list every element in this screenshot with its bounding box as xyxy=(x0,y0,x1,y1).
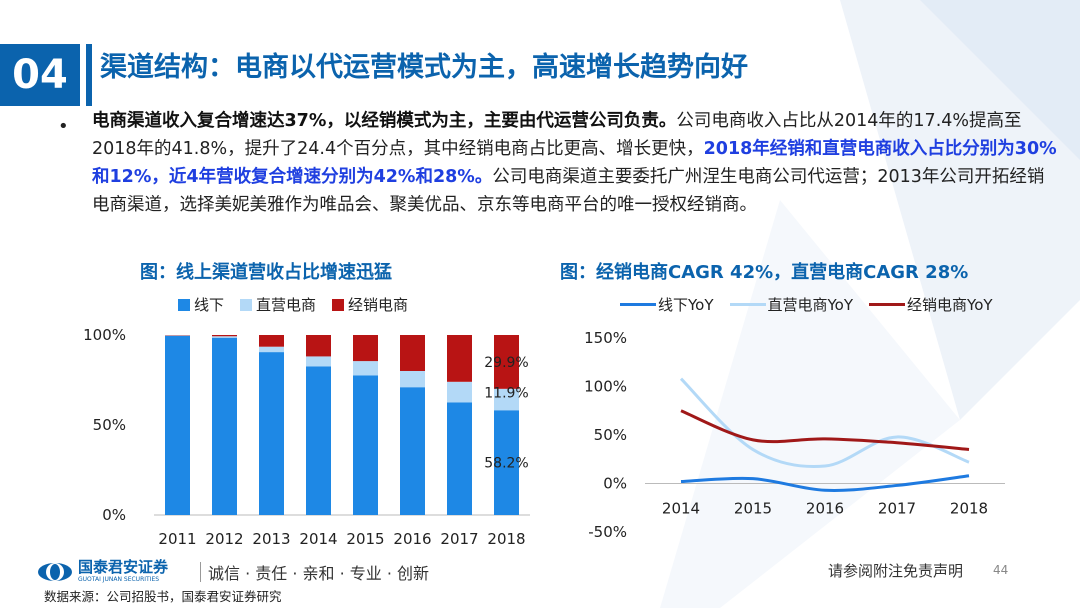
legend-item-offline-yoy: 线下YoY xyxy=(620,294,714,315)
y-tick-label: 100% xyxy=(83,326,126,344)
bar-segment-dist-ecom xyxy=(400,335,425,371)
legend-item-direct-ecom: 直营电商 xyxy=(240,294,316,315)
bar-segment-direct-ecom xyxy=(400,371,425,388)
bar-segment-direct-ecom xyxy=(353,361,378,376)
bar-segment-dist-ecom xyxy=(353,335,378,362)
left-chart-legend: 线下 直营电商 经销电商 xyxy=(178,294,424,315)
para-text-2: 公司电商渠道主要委托广州涅生电商公司代运营；2013年公司开拓经销电商渠道，选择… xyxy=(92,167,1045,215)
legend-item-direct-yoy: 直营电商YoY xyxy=(729,294,854,315)
x-tick-label: 2018 xyxy=(487,530,525,548)
legend-label: 线下YoY xyxy=(658,296,714,314)
stacked-bar-chart: 0% 50% 100% 2011 2012 2013 2014 2015 2016 2017 201… xyxy=(83,326,530,548)
legend-item-offline: 线下 xyxy=(178,294,224,315)
bar-segment-offline xyxy=(400,387,425,515)
bar-data-label: 29.9% xyxy=(484,355,528,371)
x-tick-label: 2014 xyxy=(299,530,337,548)
y-tick-label: 50% xyxy=(594,426,627,444)
x-tick-label: 2018 xyxy=(950,500,988,518)
bullet-marker: • xyxy=(58,116,69,137)
bar-segment-offline xyxy=(353,375,378,515)
x-tick-label: 2016 xyxy=(393,530,431,548)
legend-label: 直营电商YoY xyxy=(767,296,854,314)
bar-segment-direct-ecom xyxy=(447,381,472,403)
x-tick-label: 2017 xyxy=(440,530,478,548)
para-bold-lead: 电商渠道收入复合增速达37%，以经销模式为主，主要由代运营公司负责。 xyxy=(92,111,677,131)
bar-segment-offline xyxy=(447,402,472,515)
bar-segment-dist-ecom xyxy=(212,335,237,337)
footer-slogan: 诚信 · 责任 · 亲和 · 专业 · 创新 xyxy=(208,564,430,583)
bar-segment-dist-ecom xyxy=(306,335,331,357)
bar-segment-dist-ecom xyxy=(494,335,519,389)
para-text-1: 公司电商收入占比从2014年的17.4%提高至2018年的41.8%，提升了24… xyxy=(92,111,1022,159)
legend-label: 经销电商YoY xyxy=(907,296,993,314)
x-tick-label: 2015 xyxy=(734,500,772,518)
bar-data-label: 11.9% xyxy=(484,386,528,402)
legend-item-dist-ecom: 经销电商 xyxy=(332,294,408,315)
bar-segment-dist-ecom xyxy=(259,335,284,347)
para-highlight: 2018年经销和直营电商收入占比分别为30%和12%，近4年营收复合增速分别为4… xyxy=(92,139,1057,187)
legend-item-dist-yoy: 经销电商YoY xyxy=(869,294,993,315)
y-tick-label: 0% xyxy=(102,506,126,524)
direct-ecom-yoy-line xyxy=(679,377,970,469)
x-tick-label: 2017 xyxy=(878,500,916,518)
bar-segment-direct-ecom xyxy=(259,346,284,353)
page-title: 渠道结构：电商以代运营模式为主，高速增长趋势向好 xyxy=(100,52,748,83)
x-tick-label: 2013 xyxy=(252,530,290,548)
title-accent-bar xyxy=(86,44,92,106)
section-number-badge: 04 xyxy=(0,44,80,106)
logo-text-cn: 国泰君安证券 xyxy=(78,558,169,576)
legend-label: 线下 xyxy=(194,296,225,314)
bar-segment-offline xyxy=(165,335,190,515)
yoy-line-chart: -50% 0% 50% 100% 150% 2014 2015 2016 2017 2018 xyxy=(584,329,1005,541)
bar-segment-offline xyxy=(306,366,331,515)
bar-segment-offline xyxy=(259,352,284,515)
dist-ecom-yoy-line xyxy=(680,409,970,452)
right-chart-title: 图：经销电商CAGR 42%，直营电商CAGR 28% xyxy=(560,262,969,283)
y-tick-label: 100% xyxy=(584,378,627,396)
legend-label: 经销电商 xyxy=(348,296,409,314)
bar-data-label: 58.2% xyxy=(484,456,528,472)
legend-label: 直营电商 xyxy=(256,296,317,314)
y-tick-label: 0% xyxy=(603,475,627,493)
x-tick-label: 2014 xyxy=(662,500,700,518)
y-tick-label: -50% xyxy=(588,523,627,541)
page-number: 44 xyxy=(993,563,1009,577)
y-tick-label: 150% xyxy=(584,329,627,347)
x-tick-label: 2015 xyxy=(346,530,384,548)
background-decoration xyxy=(660,0,1080,608)
y-tick-label: 50% xyxy=(93,416,126,434)
bar-segment-dist-ecom xyxy=(447,335,472,382)
bar-segment-direct-ecom xyxy=(165,335,190,336)
footer-divider xyxy=(200,562,201,582)
company-logo: 国泰君安证券 GUOTAI JUNAN SECURITIES xyxy=(36,560,168,583)
x-tick-label: 2011 xyxy=(158,530,196,548)
bar-segment-offline xyxy=(212,337,237,515)
left-chart-title: 图：线上渠道营收占比增速迅猛 xyxy=(140,262,392,283)
bar-segment-offline xyxy=(494,410,519,515)
data-source: 数据来源：公司招股书，国泰君安证券研究 xyxy=(44,589,282,604)
x-tick-label: 2016 xyxy=(806,500,844,518)
offline-yoy-line xyxy=(680,474,970,493)
x-tick-label: 2012 xyxy=(205,530,243,548)
body-paragraph: 电商渠道收入复合增速达37%，以经销模式为主，主要由代运营公司负责。公司电商收入… xyxy=(92,107,1060,219)
logo-mark-icon xyxy=(38,562,72,581)
bar-segment-direct-ecom xyxy=(212,336,237,338)
bar-segment-direct-ecom xyxy=(494,388,519,411)
right-chart-legend: 线下YoY 直营电商YoY 经销电商YoY xyxy=(620,294,1009,315)
logo-text-en: GUOTAI JUNAN SECURITIES xyxy=(78,576,160,583)
bar-segment-direct-ecom xyxy=(306,356,331,367)
disclaimer-link[interactable]: 请参阅附注免责声明 xyxy=(828,562,964,580)
